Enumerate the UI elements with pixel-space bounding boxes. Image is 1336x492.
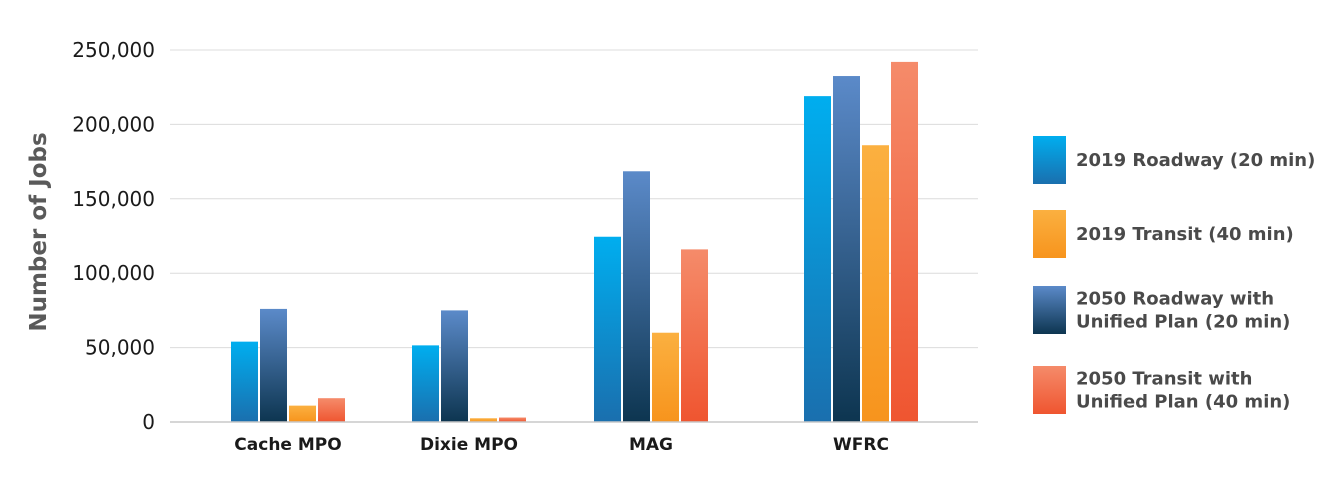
legend-label: 2050 Transit with Unified Plan (40 min) — [1076, 369, 1290, 413]
y-axis-title: Number of Jobs — [26, 132, 52, 331]
y-axis-ticks: 0 50,000 100,000 150,000 200,000 250,000 — [72, 38, 155, 434]
y-tick-label: 100,000 — [72, 261, 155, 285]
legend-swatch — [1033, 136, 1066, 184]
bar-cache-mpo-series-3 — [318, 398, 345, 422]
y-tick-label: 50,000 — [85, 336, 155, 360]
legend-swatch — [1033, 210, 1066, 258]
y-tick-label: 200,000 — [72, 112, 155, 136]
x-category-label: MAG — [629, 435, 673, 455]
y-tick-label: 0 — [142, 410, 155, 434]
bar-cache-mpo-series-2 — [260, 308, 287, 422]
bar-wfrc-series-3 — [891, 61, 918, 423]
x-category-label: Cache MPO — [234, 435, 341, 455]
bar-cache-mpo-series-1 — [289, 405, 316, 422]
bar-mag-series-1 — [652, 332, 679, 422]
legend-swatch — [1033, 286, 1066, 334]
bar-dixie-mpo-series-2 — [441, 310, 468, 422]
x-axis-categories: Cache MPO Dixie MPO MAG WFRC — [234, 435, 889, 455]
legend-label: 2019 Transit (40 min) — [1076, 224, 1294, 245]
bars — [231, 61, 918, 423]
legend-swatch — [1033, 366, 1066, 414]
bar-mag-series-2 — [623, 171, 650, 422]
bar-wfrc-series-2 — [833, 76, 860, 422]
legend: 2019 Roadway (20 min) 2019 Transit (40 mi… — [1033, 136, 1315, 414]
bar-dixie-mpo-series-0 — [412, 345, 439, 422]
bar-wfrc-series-0 — [804, 96, 831, 423]
x-category-label: Dixie MPO — [420, 435, 518, 455]
y-tick-label: 150,000 — [72, 187, 155, 211]
bar-mag-series-3 — [681, 249, 708, 422]
legend-label: 2050 Roadway with Unified Plan (20 min) — [1076, 289, 1290, 333]
legend-label: 2019 Roadway (20 min) — [1076, 150, 1315, 171]
bar-cache-mpo-series-0 — [231, 341, 258, 422]
y-tick-label: 250,000 — [72, 38, 155, 62]
bar-dixie-mpo-series-3 — [499, 417, 526, 422]
bar-dixie-mpo-series-1 — [470, 418, 497, 422]
bar-mag-series-0 — [594, 236, 621, 422]
x-category-label: WFRC — [833, 435, 889, 455]
bar-wfrc-series-1 — [862, 145, 889, 422]
